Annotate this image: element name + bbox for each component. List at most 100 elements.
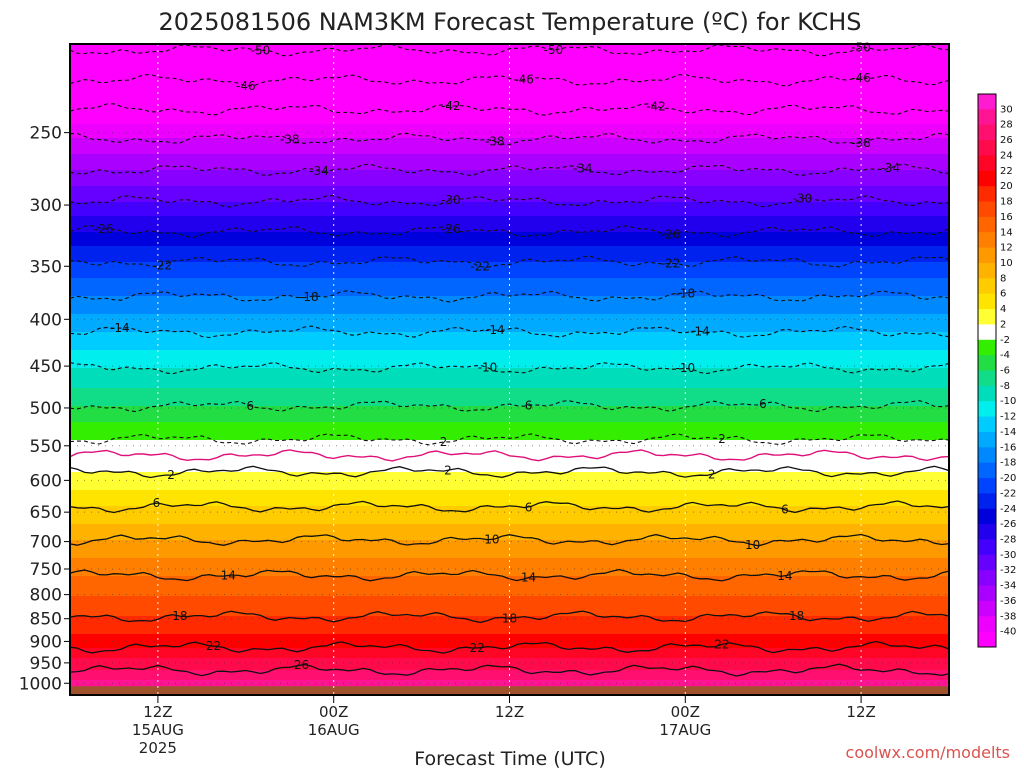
temp-band xyxy=(70,336,949,339)
x-tick-label: 2025 xyxy=(139,739,177,757)
colorbar-swatch xyxy=(978,339,996,356)
colorbar-swatch xyxy=(978,554,996,571)
y-tick-label: 400 xyxy=(30,310,62,330)
temp-band xyxy=(70,628,949,631)
temp-band xyxy=(70,384,949,387)
temp-band xyxy=(70,64,949,67)
temp-band xyxy=(70,346,949,349)
temp-band xyxy=(70,402,949,405)
contour-label: -18 xyxy=(675,286,695,300)
contour-line xyxy=(70,640,949,654)
colorbar-label: -12 xyxy=(1000,412,1016,423)
temp-band xyxy=(70,364,949,367)
colorbar-swatch xyxy=(978,247,996,264)
temp-band xyxy=(70,420,949,423)
temp-band xyxy=(70,670,949,673)
contour-label: 14 xyxy=(221,568,236,582)
colorbar-swatch xyxy=(978,539,996,556)
temp-band xyxy=(70,568,949,571)
temp-band xyxy=(70,298,949,301)
contour-label: -22 xyxy=(470,260,490,274)
y-tick-label: 300 xyxy=(30,196,62,216)
temp-band xyxy=(70,82,949,85)
credit-link[interactable]: coolwx.com/modelts xyxy=(846,743,1010,762)
colorbar-swatch xyxy=(978,616,996,633)
temp-band xyxy=(70,378,949,381)
contour-line xyxy=(70,225,949,238)
temp-band xyxy=(70,168,949,171)
contour-label: 6 xyxy=(525,399,533,413)
contour-label: -30 xyxy=(441,193,461,207)
temp-band xyxy=(70,240,949,243)
contour-line xyxy=(70,325,949,339)
temp-band xyxy=(70,468,949,471)
temp-band xyxy=(70,486,949,489)
temp-band xyxy=(70,142,949,145)
contour-label: -42 xyxy=(646,99,666,113)
temp-band xyxy=(70,360,949,363)
temp-band xyxy=(70,466,949,469)
x-tick-label: 12Z xyxy=(143,703,172,721)
temp-band xyxy=(70,556,949,559)
contour-label: -38 xyxy=(485,134,505,148)
temp-band xyxy=(70,504,949,507)
temp-band xyxy=(70,414,949,417)
temp-band xyxy=(70,174,949,177)
temp-band xyxy=(70,232,949,235)
temp-band xyxy=(70,478,949,481)
contour-line xyxy=(70,500,949,514)
contour-label: 2 xyxy=(708,468,716,482)
contour-label: -18 xyxy=(299,290,319,304)
temp-band xyxy=(70,574,949,577)
colorbar-swatch xyxy=(978,278,996,295)
temp-band xyxy=(70,114,949,117)
temp-band xyxy=(70,522,949,525)
temp-band xyxy=(70,594,949,597)
temp-band xyxy=(70,678,949,681)
temp-band xyxy=(70,138,949,141)
colorbar-swatch xyxy=(978,201,996,218)
temp-band xyxy=(70,184,949,187)
temp-band xyxy=(70,502,949,505)
y-tick-label: 850 xyxy=(30,610,62,630)
y-tick-label: 450 xyxy=(30,357,62,377)
temp-band xyxy=(70,54,949,57)
colorbar-swatch xyxy=(978,585,996,602)
temp-band xyxy=(70,88,949,91)
contour-label: -30 xyxy=(793,192,813,206)
temp-band xyxy=(70,226,949,229)
colorbar-label: -26 xyxy=(1000,519,1016,530)
temp-band xyxy=(70,412,949,415)
contour-line xyxy=(70,132,949,146)
temp-band xyxy=(70,352,949,355)
temp-band xyxy=(70,388,949,391)
temp-band xyxy=(70,58,949,61)
contour-label: 14 xyxy=(777,569,792,583)
colorbar-label: 24 xyxy=(1000,150,1013,161)
colorbar-label: 10 xyxy=(1000,258,1013,269)
contour-line xyxy=(70,399,949,413)
temp-band xyxy=(70,348,949,351)
colorbar-label: 22 xyxy=(1000,166,1013,177)
temp-band xyxy=(70,94,949,97)
temp-band xyxy=(70,180,949,183)
temp-band xyxy=(70,376,949,379)
temp-band xyxy=(70,408,949,411)
temp-band xyxy=(70,358,949,361)
temp-band xyxy=(70,618,949,621)
temp-band xyxy=(70,96,949,99)
contour-line xyxy=(70,433,949,446)
contour-label: -22 xyxy=(152,258,172,272)
contour-line xyxy=(70,195,949,208)
temp-band xyxy=(70,238,949,241)
temp-band xyxy=(70,106,949,109)
temp-band xyxy=(70,136,949,139)
temp-band xyxy=(70,472,949,475)
colorbar-swatch xyxy=(978,631,996,648)
temp-band xyxy=(70,154,949,157)
temp-band xyxy=(70,546,949,549)
temp-band xyxy=(70,366,949,369)
temp-band xyxy=(70,292,949,295)
temp-band xyxy=(70,228,949,231)
